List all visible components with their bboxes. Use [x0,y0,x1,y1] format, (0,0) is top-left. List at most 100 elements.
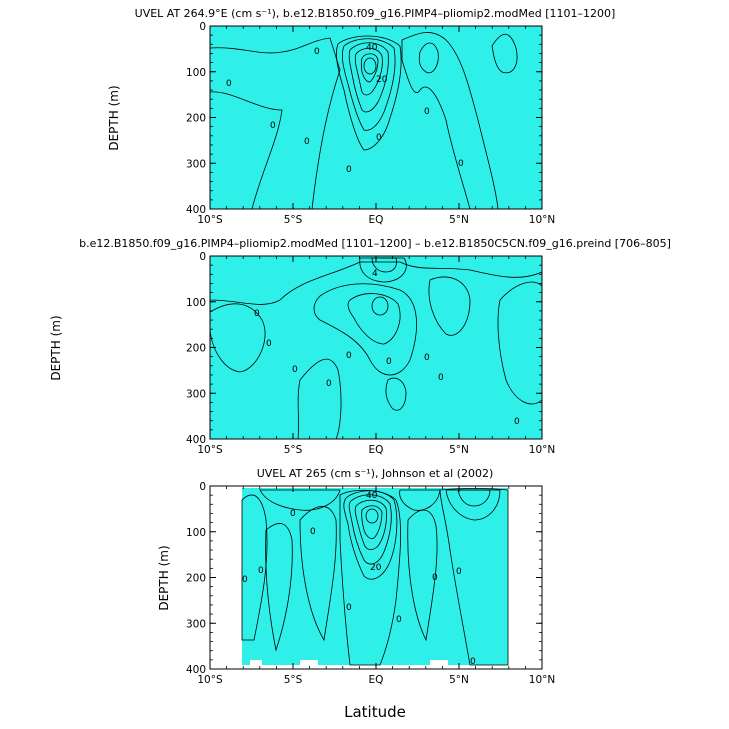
panel-2-contour-label: 0 [266,339,272,349]
x-axis-label: Latitude [344,703,406,721]
panel-1-contour-label: 0 [314,47,320,57]
panel-1-green-far-right [491,33,518,74]
panel-1-ylabel: DEPTH (m) [107,85,121,150]
panel-2-blue-mid [347,293,401,345]
y-tick-label: 0 [199,251,206,263]
panel-2-contour-label: 4 [372,269,378,279]
x-tick-label: 10°N [529,674,555,686]
y-tick-label: 200 [186,573,206,585]
panel-2-blue-outer [313,283,417,376]
y-tick-label: 100 [186,297,206,309]
panel-3-green-jet [339,489,401,666]
y-tick-label: 300 [186,388,206,400]
panel-3-ylabel: DEPTH (m) [157,545,171,610]
panel-2-green-right-inner [428,276,471,336]
panel-1-green-left [210,37,341,209]
x-tick-label: 5°S [284,444,303,456]
panel-3-contour-label: 0 [456,567,462,577]
panel-3-contour-label: 0 [290,509,296,519]
x-tick-label: EQ [369,444,384,456]
panel-1-jet-orange [354,47,383,96]
y-tick-label: 400 [186,204,206,216]
panel-1: 0 0 0 0 0 0 0 0 40 20 10°S 5°S EQ 5°N 10°N 0 1… [107,21,555,226]
panel-2-title: b.e12.B1850.f09_g16.PIMP4–pliomip2.modMe… [79,237,671,250]
panel-3-jet-yellow [343,490,398,580]
panel-2: 0 0 0 0 0 0 0 0 0 4 10°S 5°S EQ 5°N 10°N 0 100… [49,251,555,456]
y-tick-label: 300 [186,618,206,630]
panel-2-contour-label: 0 [424,353,430,363]
panel-2-contour-label: 0 [292,365,298,375]
panel-3-blue-top-left [259,489,341,511]
panel-2-green-top [210,256,542,305]
panel-3-green-mid-left [299,506,337,642]
y-tick-label: 400 [186,664,206,676]
panel-3-jet-core [365,508,379,524]
panel-2-ylabel: DEPTH (m) [49,315,63,380]
x-tick-label: 5°N [449,214,469,226]
panel-2-contour-label: 0 [254,309,260,319]
panel-3-contour-label: 0 [310,527,316,537]
panel-3-green-right [439,488,509,666]
y-tick-label: 200 [186,113,206,125]
panel-3-green-left [241,494,268,641]
panel-3-contour-label: 0 [258,566,264,576]
panel-2-background [210,256,542,439]
y-tick-label: 100 [186,527,206,539]
panel-1-background [210,26,542,209]
x-tick-label: 5°S [284,674,303,686]
x-tick-label: 5°N [449,444,469,456]
panel-3-green-mid-right [407,509,438,642]
x-tick-label: 5°N [449,674,469,686]
panel-2-green-patch [385,377,407,411]
x-tick-label: 5°S [284,214,303,226]
panel-3-jet-gold [348,494,392,565]
panel-3-contour-label: 0 [242,575,248,585]
panel-2-yellow-top [359,257,407,283]
panel-2-contour-label: 0 [514,417,520,427]
panel-3: 0 0 0 0 0 0 0 0 0 40 20 10°S 5°S EQ 5°N 10°N… [157,481,555,686]
panel-1-green-inner [418,42,439,74]
panel-3-yellow-right [445,489,501,521]
x-tick-label: EQ [369,674,384,686]
y-tick-label: 100 [186,67,206,79]
x-tick-label: 10°S [197,214,223,226]
panel-3-contour-label: 0 [470,657,476,667]
y-tick-label: 0 [199,21,206,33]
x-tick-label: 10°S [197,444,223,456]
panel-1-jet-core [363,57,377,75]
panel-3-contour-label: 0 [396,615,402,625]
panel-3-contour-label: 0 [432,573,438,583]
panel-2-contour-label: 0 [386,357,392,367]
panel-1-contour-label: 0 [346,165,352,175]
panel-1-contour-label: 20 [376,75,388,85]
panel-1-green-right [401,32,499,209]
y-tick-label: 300 [186,158,206,170]
y-tick-label: 0 [199,481,206,493]
panel-1-jet-outer [336,35,402,151]
panel-3-green-left2 [265,523,293,652]
panel-3-contour-label: 40 [366,491,378,501]
x-tick-label: 10°S [197,674,223,686]
panel-3-jet-red-orange [361,505,383,539]
panel-3-orange-right [457,489,491,507]
panel-2-contour-label: 0 [346,351,352,361]
panel-3-mask-bottom [242,660,508,669]
x-tick-label: EQ [369,214,384,226]
x-tick-label: 10°N [529,214,555,226]
panel-2-blue-core [371,296,389,316]
panel-1-jet-gold [348,42,389,113]
panel-1-contour-label: 0 [304,137,310,147]
panel-2-contour-label: 0 [438,373,444,383]
panel-3-data-region [242,488,508,665]
panel-1-contour-label: 40 [366,43,378,53]
panel-3-contour-label: 0 [346,603,352,613]
y-tick-label: 200 [186,343,206,355]
panel-1-jet-red-orange [360,53,379,83]
panel-1-contour-label: 0 [458,159,464,169]
panel-2-contour-label: 0 [326,379,332,389]
x-tick-label: 10°N [529,444,555,456]
